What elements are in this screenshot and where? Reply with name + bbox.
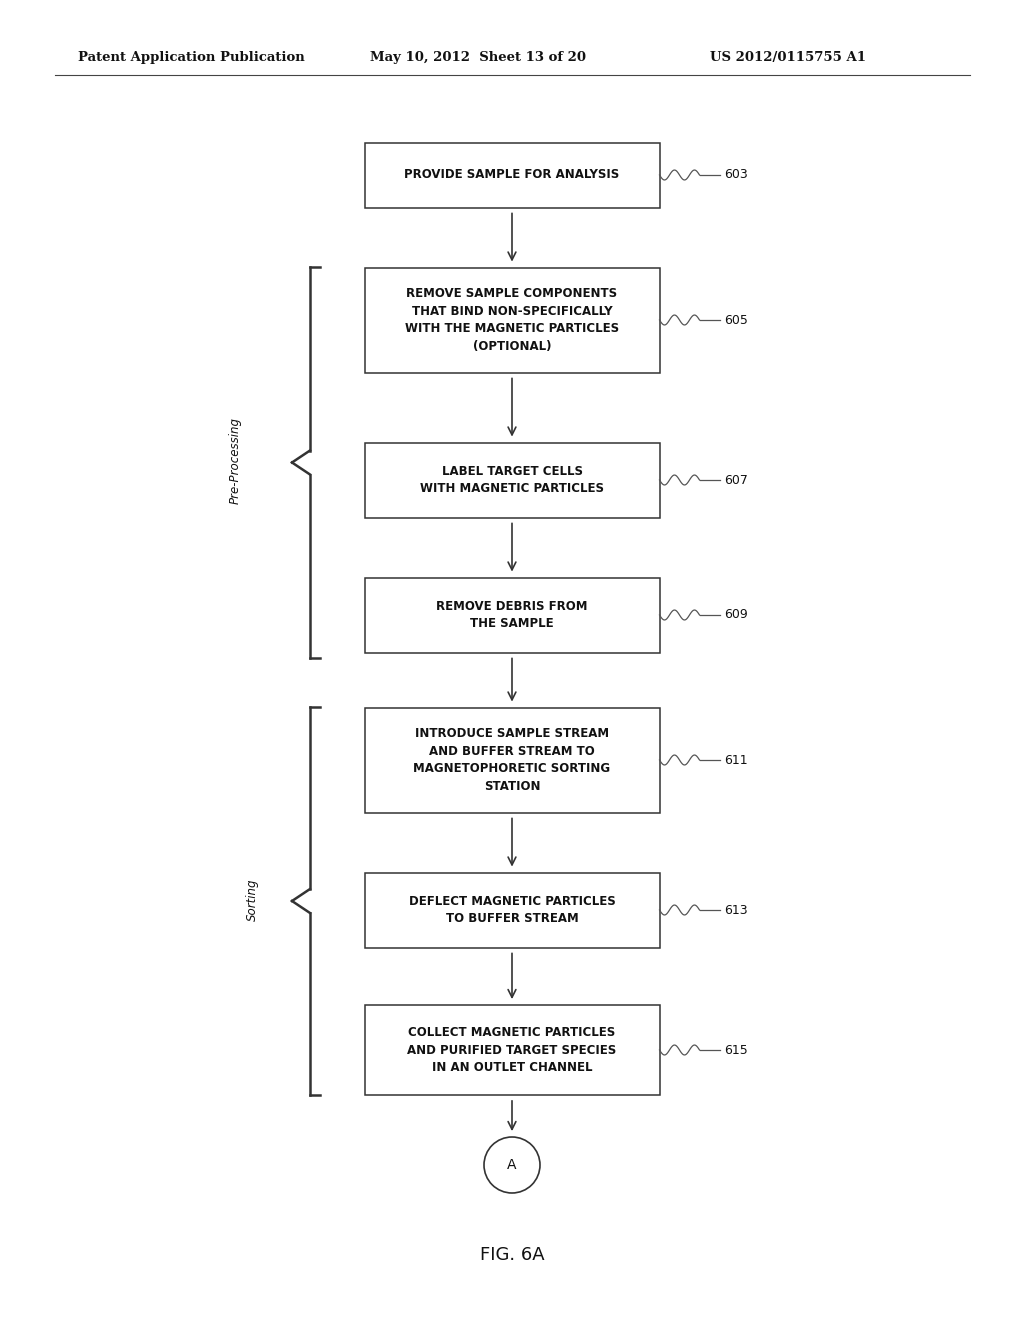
Bar (365, 268, 659, 372)
Text: COLLECT MAGNETIC PARTICLES
AND PURIFIED TARGET SPECIES
IN AN OUTLET CHANNEL: COLLECT MAGNETIC PARTICLES AND PURIFIED … (408, 1026, 616, 1074)
Text: 607: 607 (725, 474, 749, 487)
Text: DEFLECT MAGNETIC PARTICLES
TO BUFFER STREAM: DEFLECT MAGNETIC PARTICLES TO BUFFER STR… (409, 895, 615, 925)
Text: A: A (507, 1158, 517, 1172)
Text: FIG. 6A: FIG. 6A (479, 1246, 545, 1265)
Text: May 10, 2012  Sheet 13 of 20: May 10, 2012 Sheet 13 of 20 (370, 51, 586, 65)
Text: US 2012/0115755 A1: US 2012/0115755 A1 (710, 51, 866, 65)
Text: 611: 611 (725, 754, 749, 767)
Text: 603: 603 (725, 169, 749, 181)
Bar (365, 1005, 659, 1096)
Text: PROVIDE SAMPLE FOR ANALYSIS: PROVIDE SAMPLE FOR ANALYSIS (404, 169, 620, 181)
Bar (365, 442, 659, 517)
Text: Pre-Processing: Pre-Processing (228, 417, 242, 503)
Text: 613: 613 (725, 903, 749, 916)
Bar (365, 143, 659, 207)
Text: INTRODUCE SAMPLE STREAM
AND BUFFER STREAM TO
MAGNETOPHORETIC SORTING
STATION: INTRODUCE SAMPLE STREAM AND BUFFER STREA… (414, 727, 610, 793)
Text: 609: 609 (725, 609, 749, 622)
Bar (365, 708, 659, 813)
Bar (365, 873, 659, 948)
Text: Patent Application Publication: Patent Application Publication (78, 51, 305, 65)
Text: LABEL TARGET CELLS
WITH MAGNETIC PARTICLES: LABEL TARGET CELLS WITH MAGNETIC PARTICL… (420, 465, 604, 495)
Text: Sorting: Sorting (246, 879, 258, 921)
Text: REMOVE DEBRIS FROM
THE SAMPLE: REMOVE DEBRIS FROM THE SAMPLE (436, 599, 588, 630)
Text: REMOVE SAMPLE COMPONENTS
THAT BIND NON-SPECIFICALLY
WITH THE MAGNETIC PARTICLES
: REMOVE SAMPLE COMPONENTS THAT BIND NON-S… (404, 288, 620, 352)
Bar (365, 578, 659, 652)
Text: 605: 605 (725, 314, 749, 326)
Text: 615: 615 (725, 1044, 749, 1056)
